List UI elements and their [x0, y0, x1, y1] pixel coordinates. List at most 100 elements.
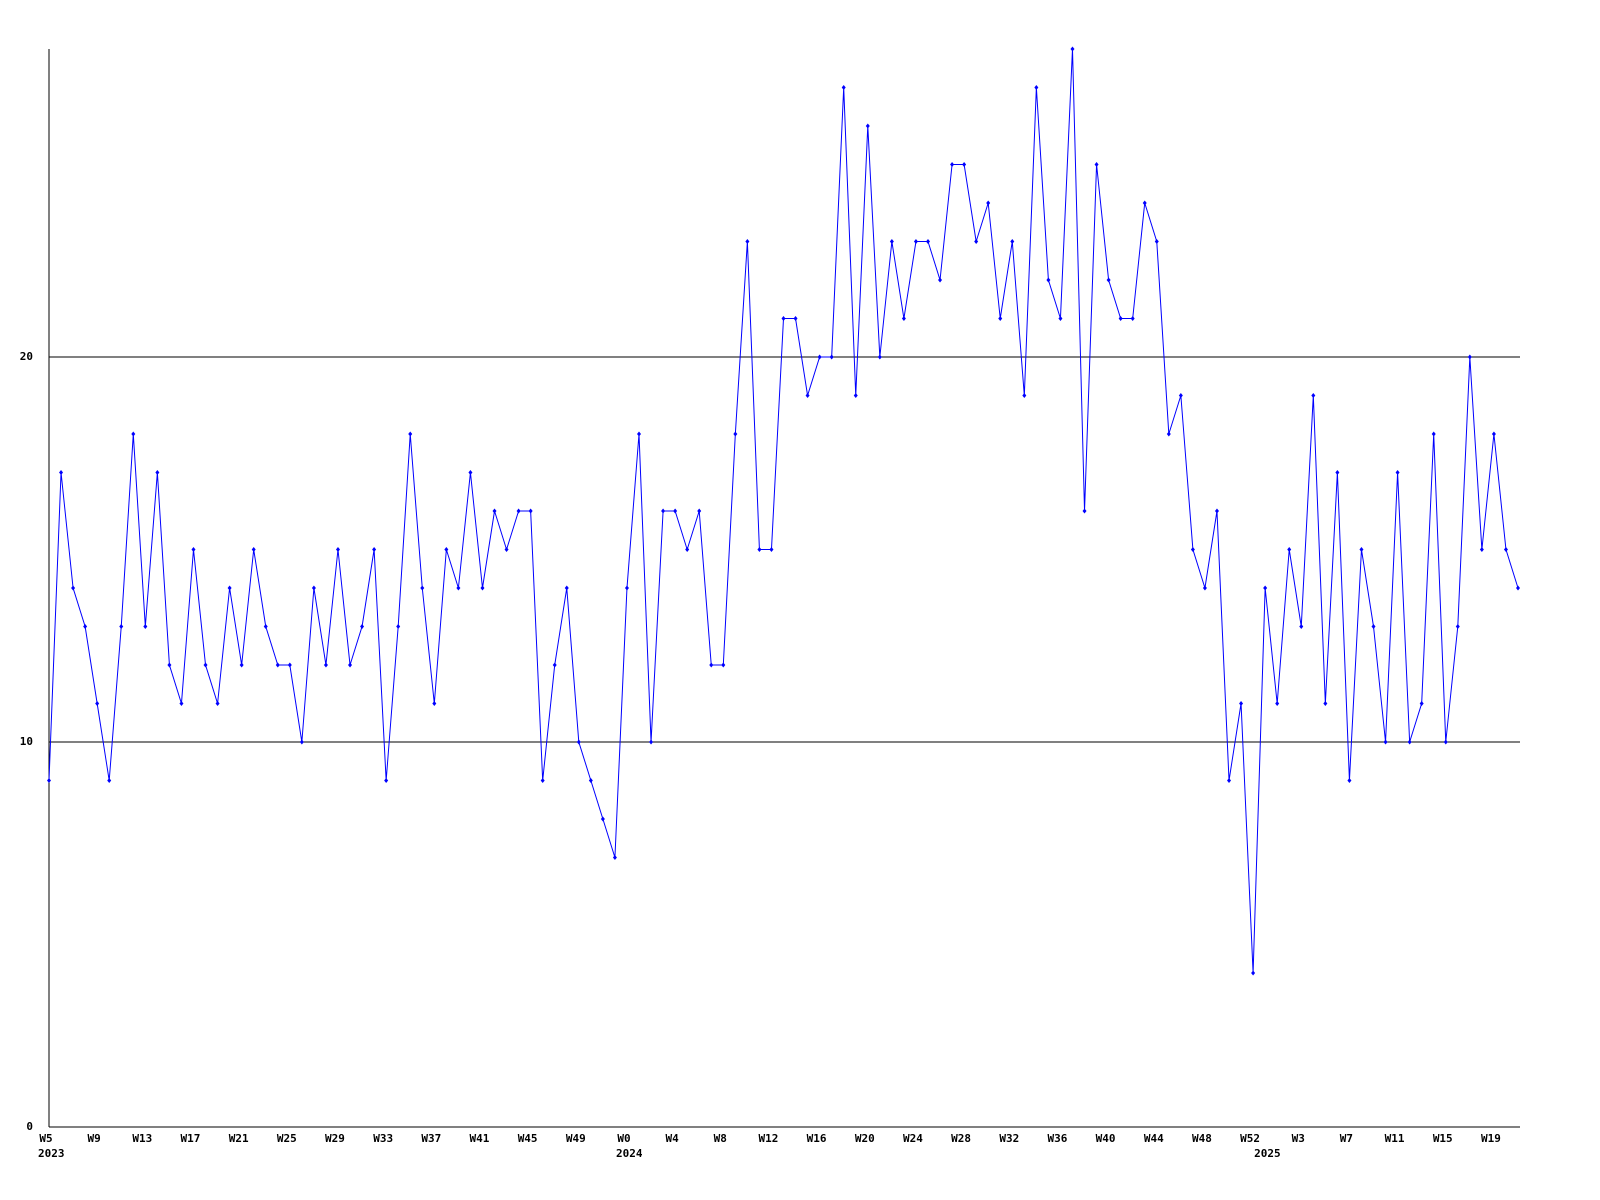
data-point	[962, 162, 967, 167]
x-tick-label: W5	[39, 1132, 52, 1145]
data-point	[1516, 585, 1520, 591]
x-tick-label: W4	[666, 1132, 680, 1145]
x-tick-label: W36	[1048, 1132, 1068, 1145]
x-tick-label: W37	[421, 1132, 441, 1145]
data-point	[564, 585, 569, 591]
data-point	[71, 585, 76, 591]
data-point	[721, 662, 726, 668]
x-tick-label: W20	[855, 1132, 875, 1145]
x-tick-label: W13	[132, 1132, 152, 1145]
x-tick-label: W17	[181, 1132, 201, 1145]
x-tick-label: W41	[470, 1132, 490, 1145]
x-tick-label: W33	[373, 1132, 393, 1145]
data-point	[986, 200, 991, 206]
data-point	[179, 701, 184, 706]
data-point	[107, 778, 112, 783]
data-point	[1299, 624, 1304, 629]
data-point	[600, 816, 605, 822]
data-point	[1347, 778, 1352, 783]
data-point	[516, 508, 521, 514]
data-point	[360, 624, 365, 629]
x-year-label: 2024	[616, 1147, 643, 1160]
data-point	[1154, 239, 1159, 244]
data-point	[733, 431, 738, 437]
x-tick-label: W9	[88, 1132, 101, 1145]
data-point	[167, 662, 172, 668]
data-point	[552, 662, 557, 668]
data-point	[1359, 547, 1364, 552]
x-tick-label: W32	[999, 1132, 1019, 1145]
data-point	[901, 316, 906, 321]
y-tick-label: 20	[20, 350, 33, 363]
data-point	[853, 393, 858, 398]
data-point	[1419, 701, 1424, 706]
x-tick-label: W48	[1192, 1132, 1212, 1145]
x-tick-label: W29	[325, 1132, 345, 1145]
data-point	[191, 547, 196, 552]
x-tick-label: W7	[1340, 1132, 1353, 1145]
data-point	[1010, 239, 1015, 244]
data-point	[889, 239, 894, 244]
data-point	[1214, 508, 1219, 514]
data-point	[865, 123, 870, 129]
data-line	[48, 48, 1519, 974]
data-point	[47, 778, 51, 783]
data-point	[769, 547, 774, 552]
data-point	[1022, 393, 1027, 398]
x-tick-label: W40	[1096, 1132, 1116, 1145]
x-tick-label: W15	[1433, 1132, 1453, 1145]
data-point	[155, 470, 160, 475]
data-point	[143, 624, 148, 629]
x-tick-label: W44	[1144, 1132, 1164, 1145]
data-point	[1275, 701, 1280, 706]
data-point	[203, 662, 208, 668]
x-tick-label: W24	[903, 1132, 923, 1145]
data-point	[323, 662, 328, 668]
data-point	[950, 162, 955, 167]
data-point	[1178, 393, 1183, 398]
data-point	[528, 508, 533, 514]
data-point	[1106, 277, 1111, 283]
data-point	[913, 239, 918, 244]
data-point	[1227, 778, 1232, 783]
x-tick-label: W3	[1292, 1132, 1305, 1145]
data-point	[624, 585, 629, 591]
data-point	[1335, 470, 1340, 475]
data-point	[1311, 393, 1316, 398]
data-point	[1503, 547, 1508, 552]
data-point	[396, 624, 401, 629]
data-point	[408, 431, 413, 437]
data-point	[805, 393, 810, 398]
x-tick-label: W12	[759, 1132, 779, 1145]
data-point	[131, 431, 136, 437]
data-point	[468, 470, 473, 475]
data-point	[263, 624, 268, 629]
data-point	[540, 778, 545, 783]
data-point	[1263, 585, 1268, 591]
data-point	[420, 585, 425, 591]
x-tick-label: W45	[518, 1132, 538, 1145]
x-tick-label: W8	[714, 1132, 727, 1145]
data-point	[612, 855, 617, 860]
data-point	[1371, 624, 1376, 629]
data-point	[384, 778, 389, 783]
data-point	[1118, 316, 1123, 321]
data-point	[1395, 470, 1400, 475]
data-point	[841, 85, 846, 90]
data-point	[1251, 970, 1256, 976]
x-tick-label: W28	[951, 1132, 971, 1145]
data-point	[1034, 85, 1039, 90]
data-point	[1130, 316, 1135, 321]
data-point	[251, 547, 256, 552]
data-point	[1287, 547, 1292, 552]
data-point	[1142, 200, 1147, 206]
data-point	[335, 547, 340, 552]
data-point	[287, 662, 292, 668]
y-tick-label: 0	[26, 1120, 33, 1133]
data-point	[239, 662, 244, 668]
data-point	[637, 431, 642, 437]
x-tick-label: W52	[1240, 1132, 1260, 1145]
data-point	[1202, 585, 1207, 591]
data-point	[432, 701, 437, 706]
data-point	[59, 470, 64, 475]
